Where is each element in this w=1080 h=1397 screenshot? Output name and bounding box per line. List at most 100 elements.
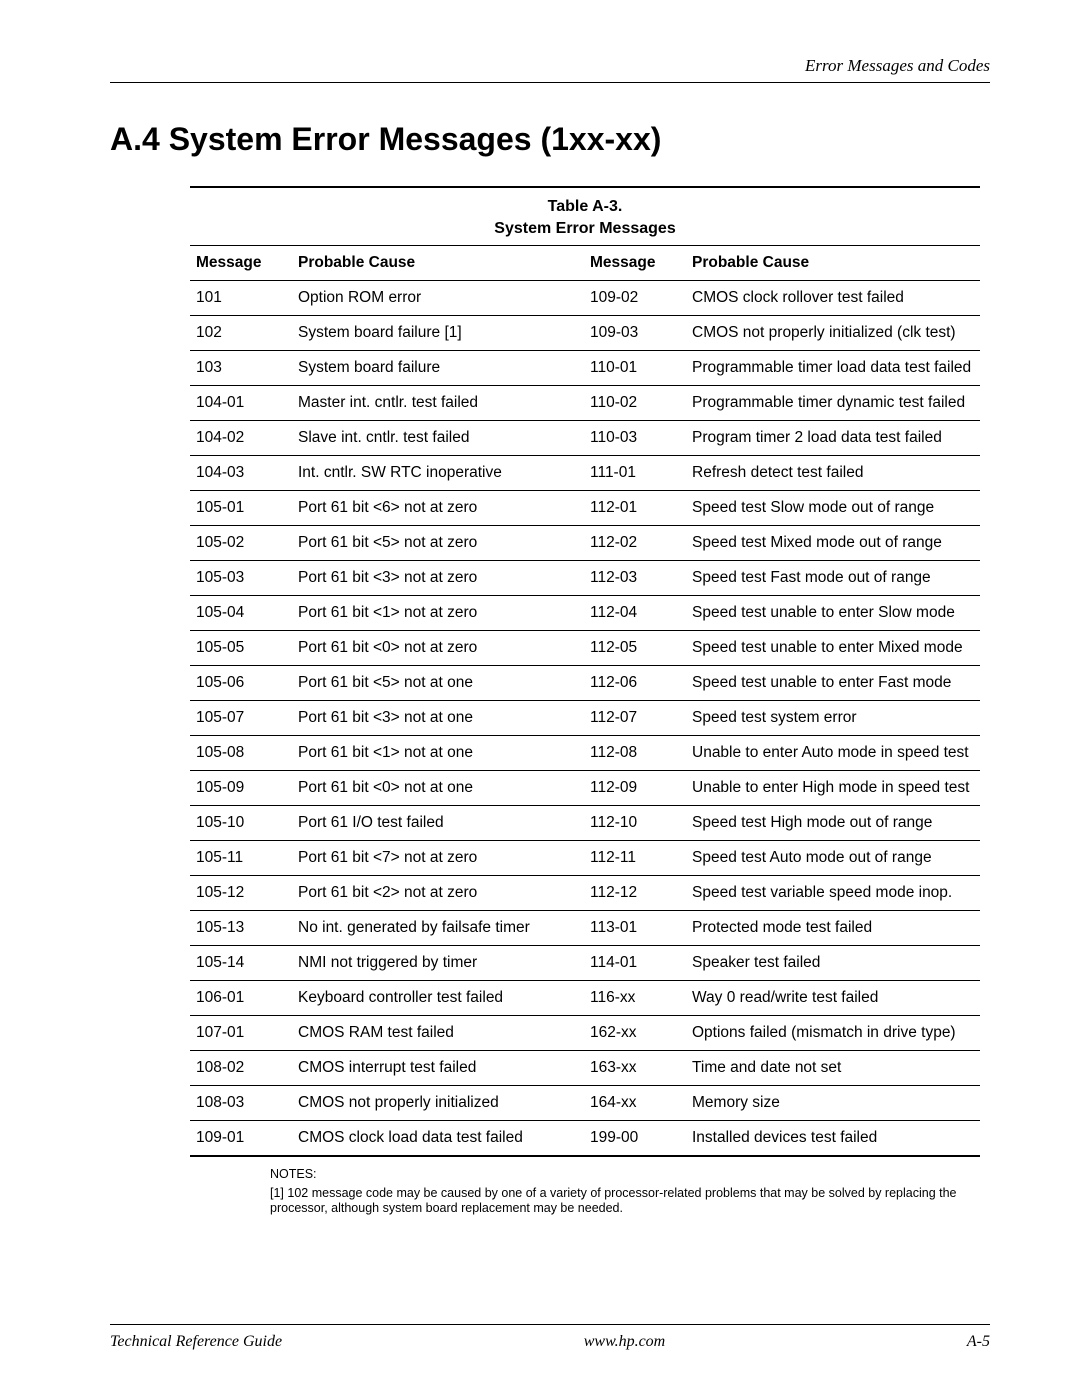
cell-message-right: 112-01	[584, 491, 686, 526]
cell-message-right: 110-02	[584, 386, 686, 421]
cell-cause-right: Speed test variable speed mode inop.	[686, 876, 980, 911]
cell-cause-left: Port 61 bit <1> not at one	[292, 736, 584, 771]
cell-cause-left: Port 61 bit <7> not at zero	[292, 841, 584, 876]
table-row: 105-04Port 61 bit <1> not at zero112-04S…	[190, 596, 980, 631]
table-row: 105-01Port 61 bit <6> not at zero112-01S…	[190, 491, 980, 526]
cell-message-left: 104-03	[190, 456, 292, 491]
cell-message-left: 105-10	[190, 806, 292, 841]
table-row: 104-01Master int. cntlr. test failed110-…	[190, 386, 980, 421]
cell-message-left: 104-01	[190, 386, 292, 421]
cell-message-right: 112-06	[584, 666, 686, 701]
cell-cause-right: Installed devices test failed	[686, 1121, 980, 1157]
cell-cause-right: Way 0 read/write test failed	[686, 981, 980, 1016]
cell-message-right: 162-xx	[584, 1016, 686, 1051]
table-row: 108-02CMOS interrupt test failed163-xxTi…	[190, 1051, 980, 1086]
cell-cause-left: CMOS interrupt test failed	[292, 1051, 584, 1086]
table-row: 104-02Slave int. cntlr. test failed110-0…	[190, 421, 980, 456]
page: Error Messages and Codes A.4 System Erro…	[0, 0, 1080, 1397]
table-row: 103System board failure110-01Programmabl…	[190, 351, 980, 386]
cell-message-left: 105-12	[190, 876, 292, 911]
table-row: 104-03Int. cntlr. SW RTC inoperative111-…	[190, 456, 980, 491]
cell-cause-left: Port 61 bit <5> not at one	[292, 666, 584, 701]
cell-cause-left: Port 61 I/O test failed	[292, 806, 584, 841]
cell-cause-left: CMOS RAM test failed	[292, 1016, 584, 1051]
col-header-message-left: Message	[190, 246, 292, 281]
cell-cause-right: Refresh detect test failed	[686, 456, 980, 491]
cell-cause-left: Master int. cntlr. test failed	[292, 386, 584, 421]
cell-message-left: 105-01	[190, 491, 292, 526]
table-row: 107-01CMOS RAM test failed162-xxOptions …	[190, 1016, 980, 1051]
cell-message-right: 163-xx	[584, 1051, 686, 1086]
cell-cause-right: Program timer 2 load data test failed	[686, 421, 980, 456]
table-row: 105-13No int. generated by failsafe time…	[190, 911, 980, 946]
cell-message-left: 105-08	[190, 736, 292, 771]
table-row: 105-03Port 61 bit <3> not at zero112-03S…	[190, 561, 980, 596]
cell-cause-right: Speed test High mode out of range	[686, 806, 980, 841]
cell-message-right: 110-01	[584, 351, 686, 386]
cell-cause-right: Options failed (mismatch in drive type)	[686, 1016, 980, 1051]
cell-cause-left: NMI not triggered by timer	[292, 946, 584, 981]
cell-cause-right: Unable to enter High mode in speed test	[686, 771, 980, 806]
cell-message-right: 112-05	[584, 631, 686, 666]
cell-cause-left: Option ROM error	[292, 281, 584, 316]
cell-message-left: 105-02	[190, 526, 292, 561]
cell-message-left: 105-04	[190, 596, 292, 631]
cell-message-left: 105-07	[190, 701, 292, 736]
cell-message-right: 109-03	[584, 316, 686, 351]
cell-message-right: 199-00	[584, 1121, 686, 1157]
cell-message-right: 114-01	[584, 946, 686, 981]
cell-message-right: 112-02	[584, 526, 686, 561]
cell-cause-right: Speed test Slow mode out of range	[686, 491, 980, 526]
cell-cause-left: Int. cntlr. SW RTC inoperative	[292, 456, 584, 491]
table-row: 105-09Port 61 bit <0> not at one112-09Un…	[190, 771, 980, 806]
cell-message-right: 112-08	[584, 736, 686, 771]
table-caption: Table A-3. System Error Messages	[190, 186, 980, 245]
cell-cause-left: Slave int. cntlr. test failed	[292, 421, 584, 456]
table-header-row: Message Probable Cause Message Probable …	[190, 246, 980, 281]
cell-cause-right: Speaker test failed	[686, 946, 980, 981]
table-caption-line1: Table A-3.	[548, 198, 623, 215]
cell-cause-right: Programmable timer load data test failed	[686, 351, 980, 386]
cell-cause-left: Port 61 bit <3> not at zero	[292, 561, 584, 596]
cell-cause-right: Speed test unable to enter Slow mode	[686, 596, 980, 631]
table-row: 106-01Keyboard controller test failed116…	[190, 981, 980, 1016]
cell-message-left: 105-06	[190, 666, 292, 701]
footer-right: A-5	[967, 1333, 990, 1351]
cell-cause-right: Time and date not set	[686, 1051, 980, 1086]
cell-cause-right: Speed test Fast mode out of range	[686, 561, 980, 596]
cell-cause-left: Port 61 bit <3> not at one	[292, 701, 584, 736]
cell-message-right: 112-09	[584, 771, 686, 806]
section-title: A.4 System Error Messages (1xx-xx)	[110, 121, 990, 158]
cell-cause-left: System board failure [1]	[292, 316, 584, 351]
table-row: 108-03CMOS not properly initialized164-x…	[190, 1086, 980, 1121]
cell-message-left: 108-03	[190, 1086, 292, 1121]
cell-cause-right: Speed test system error	[686, 701, 980, 736]
cell-message-right: 112-12	[584, 876, 686, 911]
table-row: 105-02Port 61 bit <5> not at zero112-02S…	[190, 526, 980, 561]
cell-cause-left: No int. generated by failsafe timer	[292, 911, 584, 946]
cell-cause-right: Speed test Mixed mode out of range	[686, 526, 980, 561]
footer-left: Technical Reference Guide	[110, 1333, 282, 1351]
cell-cause-right: Memory size	[686, 1086, 980, 1121]
table-row: 102System board failure [1]109-03CMOS no…	[190, 316, 980, 351]
col-header-message-right: Message	[584, 246, 686, 281]
table-row: 105-12Port 61 bit <2> not at zero112-12S…	[190, 876, 980, 911]
table-row: 105-11Port 61 bit <7> not at zero112-11S…	[190, 841, 980, 876]
cell-cause-left: Port 61 bit <0> not at zero	[292, 631, 584, 666]
cell-message-left: 105-03	[190, 561, 292, 596]
table-notes: NOTES: [1] 102 message code may be cause…	[270, 1167, 960, 1217]
cell-cause-right: Programmable timer dynamic test failed	[686, 386, 980, 421]
cell-message-left: 106-01	[190, 981, 292, 1016]
cell-message-right: 116-xx	[584, 981, 686, 1016]
cell-cause-left: Port 61 bit <5> not at zero	[292, 526, 584, 561]
table-row: 109-01CMOS clock load data test failed19…	[190, 1121, 980, 1157]
table-row: 101Option ROM error109-02CMOS clock roll…	[190, 281, 980, 316]
footer-center: www.hp.com	[584, 1333, 665, 1351]
cell-cause-right: Speed test unable to enter Fast mode	[686, 666, 980, 701]
cell-cause-right: Speed test Auto mode out of range	[686, 841, 980, 876]
cell-cause-left: Port 61 bit <2> not at zero	[292, 876, 584, 911]
table-row: 105-07Port 61 bit <3> not at one112-07Sp…	[190, 701, 980, 736]
table-row: 105-10Port 61 I/O test failed112-10Speed…	[190, 806, 980, 841]
cell-message-left: 105-13	[190, 911, 292, 946]
error-table-wrap: Table A-3. System Error Messages Message…	[190, 186, 980, 1157]
